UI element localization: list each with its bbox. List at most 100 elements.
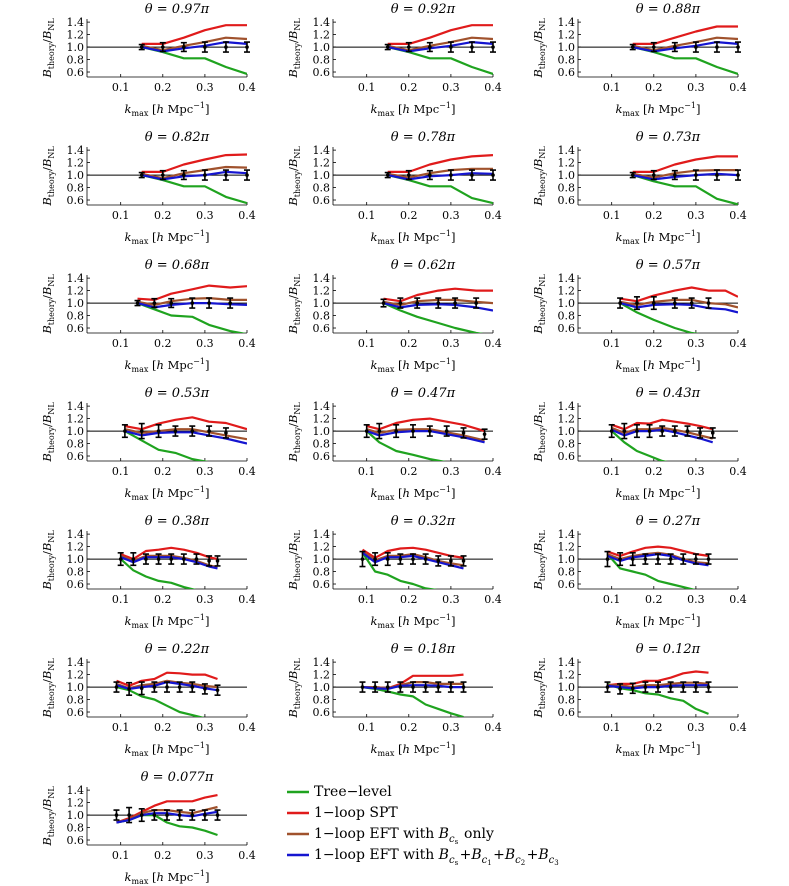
panel-16: θ = 0.22π 0.60.81.01.21.4 0.1 0.2 0.3 0.4 kmax…: [40, 642, 256, 758]
y-tick-label: 1.2: [67, 157, 85, 170]
y-tick-label: 0.6: [67, 66, 85, 79]
y-tick-label: 0.8: [313, 182, 331, 195]
x-tick-label: 0.1: [112, 593, 130, 606]
data-point-errorbar: [180, 553, 187, 565]
data-point-errorbar: [168, 553, 175, 565]
data-point-errorbar: [142, 553, 149, 565]
y-tick-label: 0.6: [67, 706, 85, 719]
x-tick-label: 0.4: [729, 209, 747, 222]
legend-item-eftall: 1−loop EFT with Bcs +Bc1 +Bc2 +Bc3: [287, 847, 560, 867]
data-point-errorbar: [189, 809, 196, 821]
x-tick-label: 0.4: [238, 337, 256, 350]
y-tick-label: 0.8: [67, 822, 85, 835]
x-axis-label: kmax [h Mpc−1]: [616, 485, 701, 502]
x-tick-label: 0.2: [154, 849, 172, 862]
series-line: [632, 174, 738, 205]
y-tick-label: 0.8: [313, 566, 331, 579]
y-tick-label: 1.2: [313, 29, 331, 42]
x-axis-label: kmax [h Mpc−1]: [371, 357, 456, 374]
series-line: [607, 545, 709, 558]
x-tick-label: 0.1: [358, 721, 376, 734]
x-axis-label: kmax [h Mpc−1]: [371, 741, 456, 758]
series-line: [607, 682, 709, 715]
data-point-errorbar: [460, 427, 467, 439]
series-line: [387, 24, 493, 46]
y-tick-label: 1.2: [313, 285, 331, 298]
data-point-errorbar: [604, 550, 611, 568]
data-point-errorbar: [222, 427, 229, 439]
series-line: [365, 430, 447, 461]
panel-1: θ = 0.97π 0.60.81.01.21.4 0.1 0.2 0.3 0.4 kmax…: [40, 2, 256, 118]
data-point-errorbar: [629, 43, 636, 51]
y-tick-label: 0.6: [67, 322, 85, 335]
x-tick-label: 0.1: [112, 81, 130, 94]
data-point-errorbar: [180, 169, 187, 181]
panel-2: θ = 0.92π 0.60.81.01.21.4 0.1 0.2 0.3 0.4 kmax…: [286, 2, 502, 118]
y-tick-label: 1.4: [558, 528, 576, 541]
y-tick-label: 0.8: [67, 310, 85, 323]
x-tick-label: 0.2: [400, 721, 418, 734]
legend-item-spt: 1−loop SPT: [287, 805, 398, 821]
x-tick-label: 0.3: [687, 209, 705, 222]
y-tick-label: 1.0: [67, 809, 85, 822]
x-tick-label: 0.3: [687, 81, 705, 94]
data-point-errorbar: [608, 424, 615, 439]
panel-title: θ = 0.82π: [145, 130, 210, 145]
data-point-errorbar: [422, 553, 429, 565]
data-point-errorbar: [189, 681, 196, 693]
data-point-errorbar: [189, 297, 196, 309]
panel-7: θ = 0.68π 0.60.81.01.21.4 0.1 0.2 0.3 0.4 kmax…: [40, 258, 256, 374]
x-tick-label: 0.4: [238, 593, 256, 606]
legend-label: 1−loop EFT with Bcs +Bc1 +Bc2 +Bc3: [314, 847, 560, 867]
x-tick-label: 0.1: [603, 593, 621, 606]
x-axis-label: kmax [h Mpc−1]: [616, 613, 701, 630]
data-point-errorbar: [206, 297, 213, 309]
series-line: [607, 670, 709, 687]
data-point-errorbar: [410, 681, 416, 693]
data-point-errorbar: [138, 43, 145, 51]
legend-item-tree: Tree−level: [287, 784, 392, 800]
y-axis-label: Btheory/BNL: [531, 402, 547, 463]
y-axis-label: Btheory/BNL: [531, 18, 547, 79]
y-tick-label: 1.0: [67, 169, 85, 182]
y-axis-label: Btheory/BNL: [286, 530, 302, 591]
y-tick-label: 1.2: [558, 413, 576, 426]
panel-title: θ = 0.53π: [145, 386, 210, 401]
data-point-errorbar: [671, 425, 678, 437]
x-tick-label: 0.3: [442, 593, 460, 606]
y-tick-label: 1.2: [67, 413, 85, 426]
y-tick-label: 1.0: [313, 553, 331, 566]
y-tick-label: 0.6: [558, 578, 576, 591]
panel-title: θ = 0.27π: [636, 514, 701, 529]
panel-title: θ = 0.18π: [391, 642, 456, 657]
x-tick-label: 0.3: [442, 465, 460, 478]
series-line: [116, 671, 218, 687]
y-tick-label: 1.4: [558, 16, 576, 29]
panel-18: θ = 0.12π 0.60.81.01.21.4 0.1 0.2 0.3 0.4 kmax…: [531, 642, 747, 758]
data-point-errorbar: [633, 296, 640, 311]
x-tick-label: 0.4: [729, 81, 747, 94]
data-point-errorbar: [621, 422, 628, 440]
panel-14: θ = 0.32π 0.60.81.01.21.4 0.1 0.2 0.3 0.4 kmax…: [286, 514, 502, 630]
data-point-errorbar: [705, 681, 712, 693]
x-tick-label: 0.3: [196, 337, 214, 350]
y-tick-label: 0.6: [313, 322, 331, 335]
x-tick-label: 0.4: [238, 721, 256, 734]
series-line: [120, 546, 218, 561]
data-point-errorbar: [617, 683, 624, 695]
y-tick-label: 1.0: [313, 169, 331, 182]
y-tick-label: 1.0: [558, 169, 576, 182]
x-tick-label: 0.1: [603, 721, 621, 734]
y-axis-label: Btheory/BNL: [40, 146, 56, 207]
y-tick-label: 0.6: [313, 450, 331, 463]
x-tick-label: 0.1: [112, 209, 130, 222]
data-point-errorbar: [422, 681, 429, 693]
y-tick-label: 1.2: [558, 29, 576, 42]
data-point-errorbar: [481, 428, 488, 440]
data-point-errorbar: [151, 681, 158, 693]
y-axis-label: Btheory/BNL: [40, 18, 56, 79]
y-axis-label: Btheory/BNL: [531, 274, 547, 335]
x-axis-label: kmax [h Mpc−1]: [371, 485, 456, 502]
x-tick-label: 0.1: [112, 849, 130, 862]
legend-label: Tree−level: [314, 784, 392, 800]
